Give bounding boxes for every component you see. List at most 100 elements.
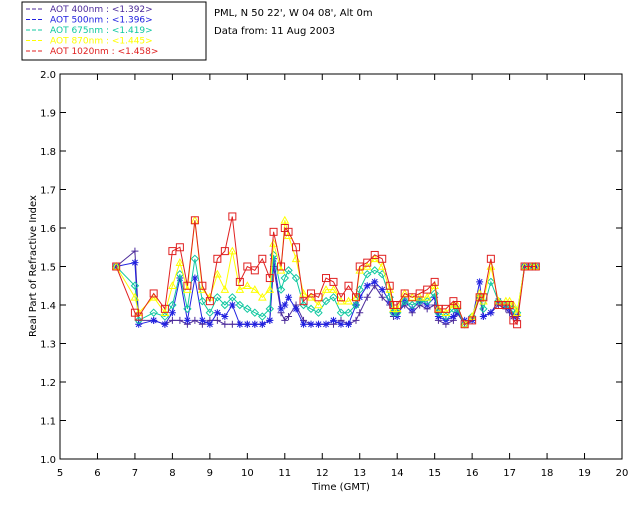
data-point	[285, 313, 293, 321]
data-point	[505, 301, 514, 309]
data-point	[378, 254, 387, 263]
data-point	[468, 316, 477, 325]
data-point	[351, 292, 361, 301]
data-point	[277, 305, 285, 313]
data-point	[476, 278, 484, 286]
data-point	[258, 254, 267, 263]
data-point	[251, 320, 259, 328]
series-5	[112, 212, 540, 329]
y-tick-label: 1.1	[40, 417, 56, 428]
data-point	[150, 316, 158, 324]
data-point	[281, 301, 289, 309]
data-point	[315, 320, 323, 328]
data-point	[258, 312, 267, 321]
data-point	[299, 300, 308, 310]
legend-label: AOT 870nm : <1.445>	[50, 37, 153, 47]
data-point	[269, 238, 278, 247]
x-tick-label: 18	[541, 468, 554, 479]
data-point	[265, 304, 275, 314]
legend: AOT 400nm : <1.392>AOT 500nm : <1.396>AO…	[26, 5, 158, 57]
data-point	[228, 320, 236, 328]
legend-label: AOT 500nm : <1.396>	[50, 16, 153, 26]
y-tick-label: 1.5	[40, 263, 56, 274]
data-point	[385, 281, 394, 290]
data-point	[220, 285, 230, 293]
data-point	[280, 273, 290, 283]
data-point	[243, 304, 252, 314]
data-point	[299, 297, 308, 306]
x-axis-label: Time (GMT)	[311, 482, 370, 493]
data-point	[265, 285, 275, 293]
x-tick-label: 13	[353, 468, 366, 479]
data-point	[422, 292, 432, 301]
data-point	[235, 277, 244, 286]
data-point	[371, 278, 379, 286]
data-point	[407, 300, 417, 310]
data-point	[292, 305, 300, 313]
data-point	[190, 254, 200, 264]
legend-box	[21, 1, 207, 61]
data-point	[314, 300, 323, 309]
data-point	[284, 227, 293, 236]
data-point	[363, 269, 372, 279]
x-tick-label: 6	[94, 468, 100, 479]
data-point	[330, 316, 338, 324]
data-point	[213, 309, 221, 317]
data-point	[176, 316, 184, 324]
data-point	[449, 313, 457, 321]
data-point	[351, 293, 360, 302]
data-point	[213, 269, 222, 278]
data-point	[265, 274, 274, 283]
data-point	[130, 292, 140, 301]
data-point	[281, 316, 289, 324]
legend-label: AOT 1020nm : <1.458>	[50, 47, 158, 57]
data-point	[378, 286, 386, 294]
y-tick-label: 1.7	[40, 186, 56, 197]
x-tick-label: 12	[316, 468, 329, 479]
data-point	[149, 308, 158, 317]
y-tick-label: 1.6	[40, 224, 56, 235]
data-point	[336, 308, 346, 317]
x-tick-label: 19	[578, 468, 591, 479]
data-point	[235, 300, 245, 310]
data-point	[134, 316, 143, 325]
data-point	[228, 212, 237, 221]
data-point	[269, 250, 278, 260]
data-point	[344, 308, 353, 317]
data-point	[183, 316, 191, 324]
data-point	[235, 285, 245, 293]
data-point	[512, 308, 522, 317]
data-point	[378, 293, 386, 301]
data-point	[479, 313, 487, 321]
y-tick-label: 2.0	[40, 70, 56, 81]
data-point	[191, 316, 199, 324]
data-point	[236, 320, 244, 328]
data-point	[161, 320, 169, 328]
data-point	[221, 313, 229, 321]
data-point	[213, 316, 221, 324]
data-point	[363, 282, 371, 290]
data-point	[168, 309, 176, 317]
data-point	[513, 320, 522, 329]
data-point	[322, 320, 330, 328]
data-point	[250, 285, 260, 293]
data-point	[131, 259, 139, 267]
data-point	[168, 281, 177, 290]
data-point	[430, 289, 439, 298]
data-point	[321, 285, 331, 293]
data-point	[363, 293, 371, 301]
data-point	[292, 243, 301, 252]
data-point	[198, 296, 207, 306]
data-point	[269, 227, 278, 236]
x-tick-label: 17	[503, 468, 516, 479]
data-point	[168, 300, 177, 310]
data-point	[337, 293, 345, 302]
data-point	[277, 262, 286, 271]
data-point	[363, 258, 372, 267]
data-point	[329, 293, 338, 302]
data-point	[486, 254, 495, 263]
data-point	[479, 304, 488, 314]
data-point	[329, 285, 338, 293]
y-tick-label: 1.3	[40, 340, 56, 351]
